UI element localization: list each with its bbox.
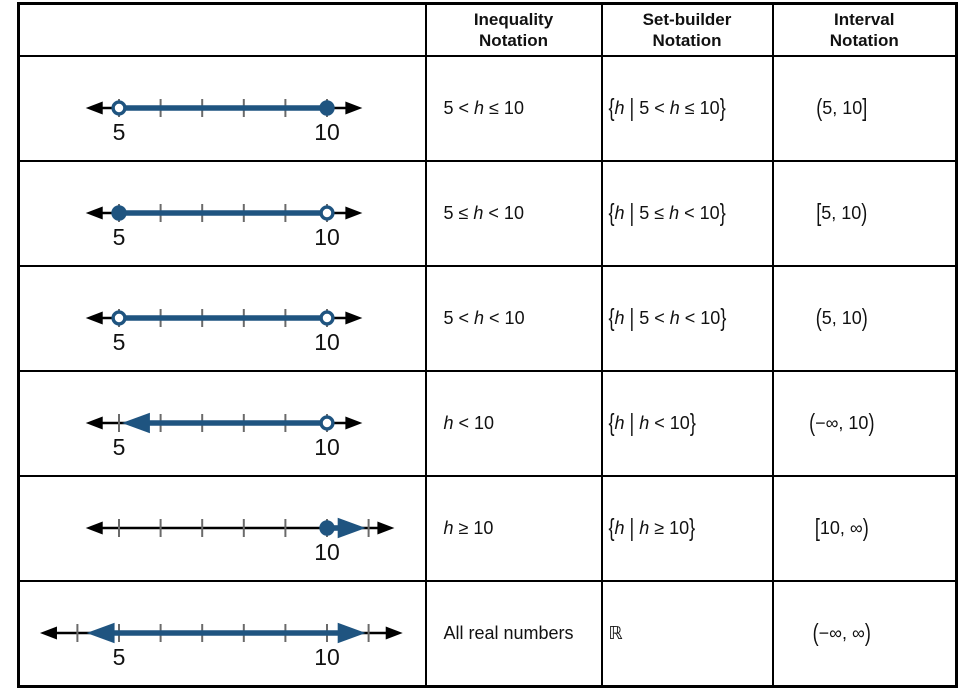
number-line-diagram: 5 10 [21, 58, 424, 159]
interval-cell: [10, ∞) [771, 475, 958, 582]
set-builder-cell: {h | h ≥ 10} [600, 475, 774, 582]
table-row: 5 10 5 < h ≤ 10 {h | 5 < h ≤ 10} (5, 10] [17, 55, 958, 162]
number-line-diagram: 5 10 [21, 373, 424, 474]
svg-text:10: 10 [314, 539, 340, 565]
set-builder-cell: {h | 5 < h ≤ 10} [600, 55, 774, 162]
svg-text:10: 10 [314, 329, 340, 355]
header-cell-diagram [17, 2, 427, 57]
inequality-cell: 5 < h < 10 [424, 265, 603, 372]
number-line-cell: 5 10 [17, 55, 427, 162]
set-builder-cell: ℝ [600, 580, 774, 688]
interval-cell: [5, 10) [771, 160, 958, 267]
svg-text:5: 5 [113, 644, 126, 670]
svg-text:5: 5 [113, 224, 126, 250]
set-builder-cell: {h | h < 10} [600, 370, 774, 477]
svg-text:5: 5 [113, 329, 126, 355]
number-line-diagram: 5 10 [21, 583, 424, 684]
interval-cell: (5, 10) [771, 265, 958, 372]
svg-text:10: 10 [314, 119, 340, 145]
table-row: 10 h ≥ 10 {h | h ≥ 10} [10, ∞) [17, 475, 958, 582]
svg-text:5: 5 [113, 434, 126, 460]
svg-text:5: 5 [113, 119, 126, 145]
header-cell-set-builder: Set-builder Notation [600, 2, 774, 57]
inequality-cell: h ≥ 10 [424, 475, 603, 582]
inequality-cell: h < 10 [424, 370, 603, 477]
header-cell-inequality: Inequality Notation [424, 2, 603, 57]
svg-text:10: 10 [314, 434, 340, 460]
number-line-cell: 5 10 [17, 580, 427, 688]
number-line-cell: 5 10 [17, 370, 427, 477]
header-cell-interval: Interval Notation [771, 2, 958, 57]
header-row: Inequality Notation Set-builder Notation… [17, 2, 958, 57]
set-builder-cell: {h | 5 < h < 10} [600, 265, 774, 372]
interval-cell: (−∞, ∞) [771, 580, 958, 688]
table-row: 5 10 5 ≤ h < 10 {h | 5 ≤ h < 10} [5, 10) [17, 160, 958, 267]
inequality-cell: 5 < h ≤ 10 [424, 55, 603, 162]
number-line-diagram: 10 [21, 478, 424, 579]
table-row: 5 10 5 < h < 10 {h | 5 < h < 10} (5, 10) [17, 265, 958, 372]
number-line-cell: 5 10 [17, 265, 427, 372]
table-row: 5 10 h < 10 {h | h < 10} (−∞, 10) [17, 370, 958, 477]
interval-notation-table: Inequality Notation Set-builder Notation… [17, 2, 958, 688]
interval-cell: (5, 10] [771, 55, 958, 162]
svg-text:10: 10 [314, 644, 340, 670]
number-line-cell: 10 [17, 475, 427, 582]
svg-text:10: 10 [314, 224, 340, 250]
table-row: 5 10 All real numbers ℝ (−∞, ∞) [17, 580, 958, 688]
number-line-cell: 5 10 [17, 160, 427, 267]
number-line-diagram: 5 10 [21, 268, 424, 369]
number-line-diagram: 5 10 [21, 163, 424, 264]
interval-cell: (−∞, 10) [771, 370, 958, 477]
inequality-cell: 5 ≤ h < 10 [424, 160, 603, 267]
inequality-cell: All real numbers [424, 580, 603, 688]
set-builder-cell: {h | 5 ≤ h < 10} [600, 160, 774, 267]
